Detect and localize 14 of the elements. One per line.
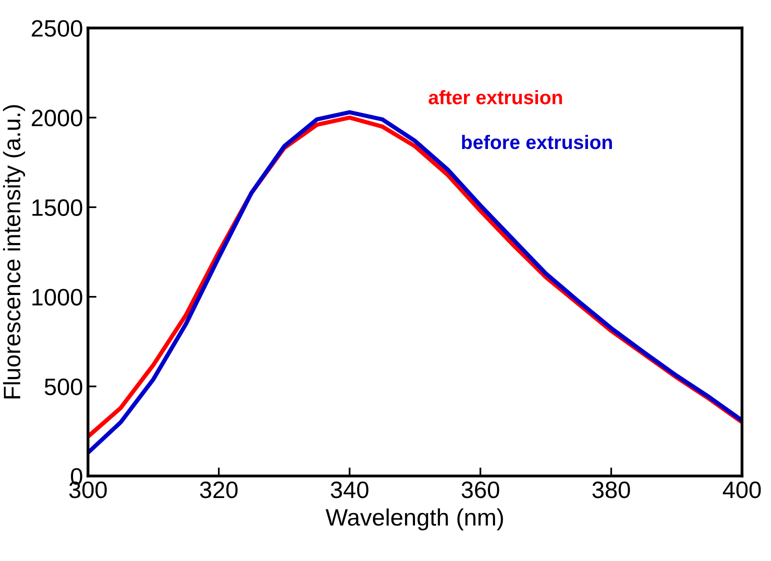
x-tick-label: 320 [200,481,238,498]
y-tick-label: 500 [44,378,82,396]
x-tick-label: 400 [722,481,761,498]
series-label: before extrusion [462,134,612,150]
text: after extrusion [428,90,562,104]
y-tick-label: 1500 [32,199,82,216]
y-tick-label: 2500 [32,20,82,37]
x-tick-label: 380 [592,481,630,498]
x-tick-label: 340 [330,481,368,498]
y-tick-label: 1000 [32,288,82,306]
x-axis-title: Wavelength (nm) [326,508,503,530]
x-tick-label: 360 [462,481,500,498]
y-axis-title: Fluorescence intensity (a.u.) [3,105,26,398]
y-tick-label: 2000 [32,110,82,126]
